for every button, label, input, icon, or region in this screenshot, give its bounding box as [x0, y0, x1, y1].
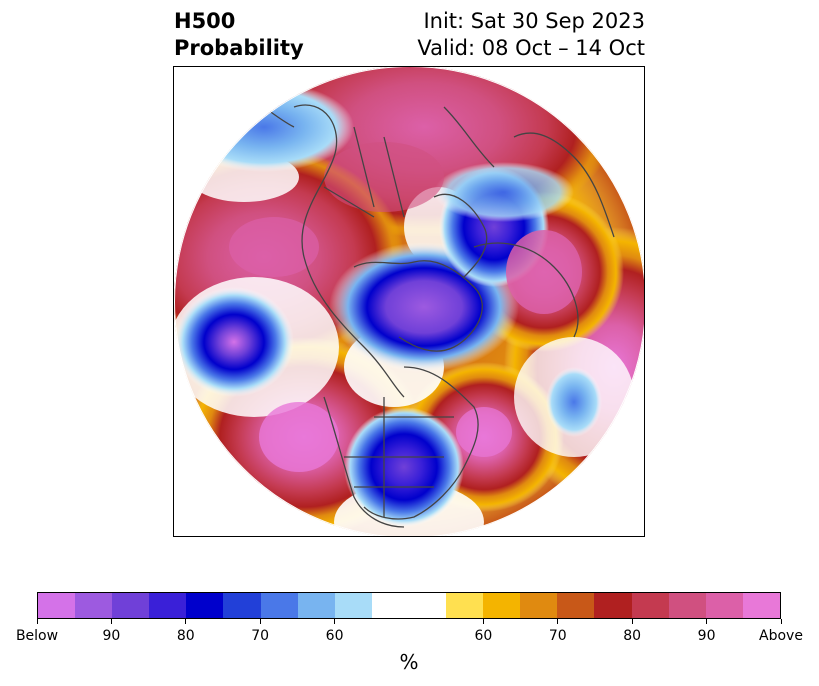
colorbar-tick	[483, 619, 484, 624]
colorbar-tick	[111, 619, 112, 624]
colorbar-tick	[706, 619, 707, 624]
colorbar-tick-label: 60	[474, 628, 492, 644]
colorbar-tick-label: 90	[698, 628, 716, 644]
colorbar-segment	[446, 593, 483, 618]
colorbar-tick-label: Above	[759, 628, 803, 644]
colorbar-tick-label: 90	[102, 628, 120, 644]
colorbar-segment	[75, 593, 112, 618]
colorbar-tick-label: 70	[549, 628, 567, 644]
colorbar-tick	[185, 619, 186, 624]
colorbar	[37, 592, 781, 619]
colorbar-tick-label: 70	[251, 628, 269, 644]
colorbar-segment	[743, 593, 780, 618]
colorbar-segment	[669, 593, 706, 618]
colorbar-segment	[632, 593, 669, 618]
colorbar-segment	[483, 593, 520, 618]
unit-label: %	[399, 650, 418, 674]
colorbar-tick-label: Below	[16, 628, 58, 644]
colorbar-tick	[37, 619, 38, 624]
colorbar-segment	[261, 593, 298, 618]
probability-map	[173, 66, 645, 537]
colorbar-segment	[186, 593, 223, 618]
colorbar-segment	[594, 593, 631, 618]
colorbar-tick-label: 80	[623, 628, 641, 644]
colorbar-segment	[372, 593, 409, 618]
colorbar-segment	[149, 593, 186, 618]
colorbar-tick	[557, 619, 558, 624]
init-date: Init: Sat 30 Sep 2023	[417, 8, 645, 35]
colorbar-tick-label: 80	[177, 628, 195, 644]
colorbar-tick-label: 60	[326, 628, 344, 644]
colorbar-segment	[706, 593, 743, 618]
negative-anomaly-northwest	[174, 82, 354, 172]
map-title: H500 Probability	[174, 8, 304, 62]
negative-anomaly-atlantic	[546, 367, 602, 437]
date-info: Init: Sat 30 Sep 2023 Valid: 08 Oct – 14…	[417, 8, 645, 62]
title-line-1: H500	[174, 8, 304, 35]
colorbar-tick	[260, 619, 261, 624]
colorbar-segment	[38, 593, 75, 618]
valid-range: Valid: 08 Oct – 14 Oct	[417, 35, 645, 62]
colorbar-segment	[223, 593, 260, 618]
polar-map-svg	[174, 67, 645, 537]
colorbar-segment	[335, 593, 372, 618]
colorbar-segment	[409, 593, 446, 618]
colorbar-segment	[112, 593, 149, 618]
negative-anomaly-pacific	[174, 287, 294, 397]
colorbar-segment	[557, 593, 594, 618]
colorbar-tick	[632, 619, 633, 624]
title-line-2: Probability	[174, 35, 304, 62]
colorbar-segment	[520, 593, 557, 618]
colorbar-segment	[298, 593, 335, 618]
colorbar-tick	[781, 619, 782, 624]
colorbar-tick	[334, 619, 335, 624]
